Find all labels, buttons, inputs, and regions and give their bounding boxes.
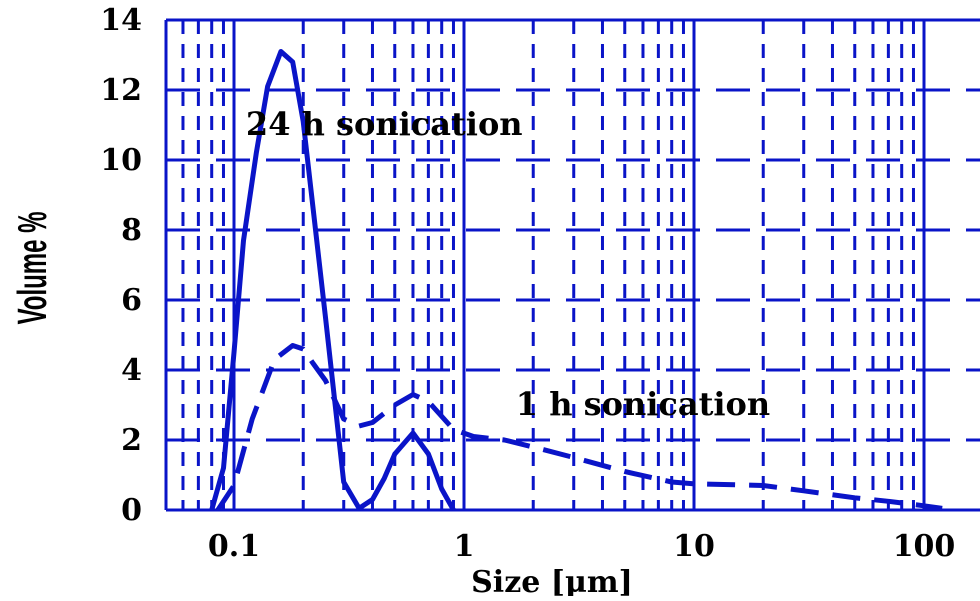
y-tick-label: 10 bbox=[100, 143, 142, 178]
x-tick-label: 100 bbox=[893, 529, 956, 564]
y-tick-label: 8 bbox=[121, 213, 142, 248]
tick-labels: 0 2 4 6 8 10 12 14 0.1 1 10 100 bbox=[100, 3, 955, 564]
y-tick-label: 4 bbox=[121, 353, 142, 388]
annotation-label: 1 h sonication bbox=[516, 385, 770, 423]
annotations: 24 h sonication 1 h sonication bbox=[246, 105, 770, 423]
series-line-1h bbox=[215, 343, 943, 512]
annotation-label: 24 h sonication bbox=[246, 105, 523, 143]
y-tick-label: 6 bbox=[121, 283, 142, 318]
x-axis-label: Size [µm] bbox=[471, 565, 633, 596]
series-group bbox=[209, 49, 943, 512]
y-tick-label: 2 bbox=[121, 423, 142, 458]
x-tick-label: 1 bbox=[454, 529, 475, 564]
y-tick-label: 0 bbox=[121, 493, 142, 528]
plot-frame bbox=[164, 18, 980, 512]
y-tick-label: 14 bbox=[100, 3, 142, 38]
y-axis-label: Volume % bbox=[11, 212, 56, 325]
x-tick-label: 10 bbox=[673, 529, 715, 564]
series-line-24h bbox=[209, 49, 456, 512]
x-tick-label: 0.1 bbox=[208, 529, 260, 564]
y-tick-label: 12 bbox=[100, 73, 142, 108]
grid bbox=[166, 20, 980, 510]
